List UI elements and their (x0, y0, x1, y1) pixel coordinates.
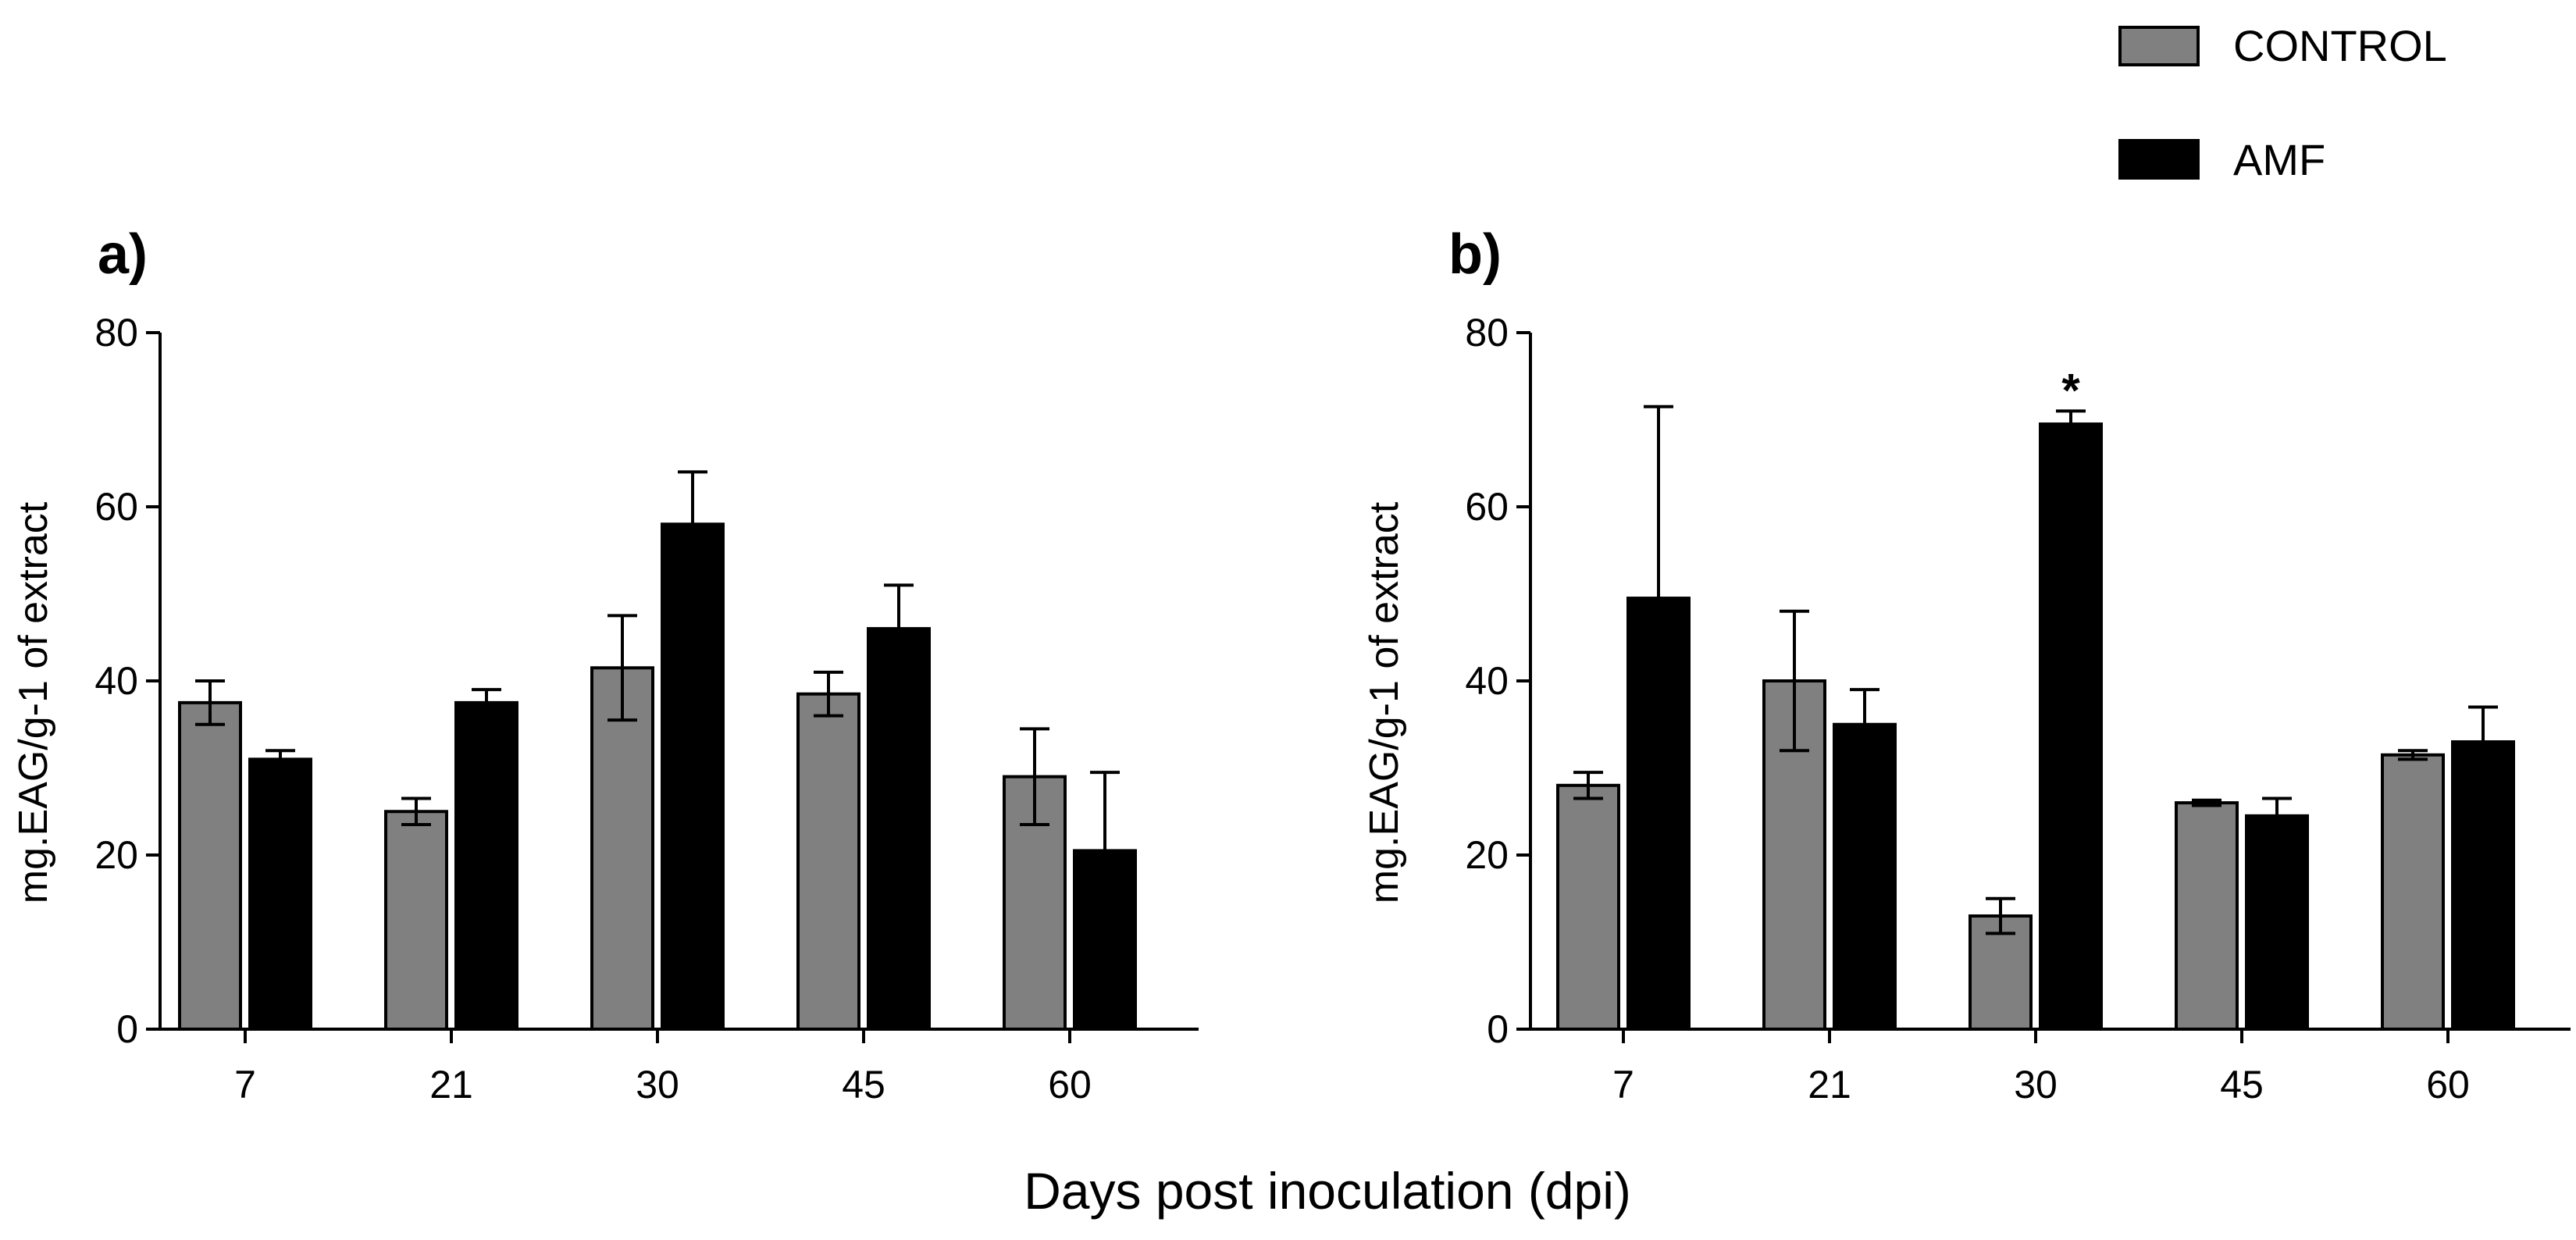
y-tick-label: 20 (1465, 833, 1509, 877)
y-tick-label: 80 (94, 311, 138, 355)
bar-amf-7 (1626, 597, 1691, 1031)
y-tick-label: 40 (1465, 659, 1509, 703)
y-tick-label: 0 (1487, 1007, 1509, 1051)
error-bar-amf-60 (1090, 771, 1120, 851)
error-bar-control-30 (1986, 896, 2015, 935)
bar-control-7 (1556, 783, 1620, 1031)
bar-amf-30 (2039, 422, 2103, 1031)
error-bar-amf-45 (2262, 796, 2292, 816)
error-bar-control-7 (195, 679, 225, 726)
legend-label-control: CONTROL (2233, 21, 2447, 70)
y-tick-label: 60 (1465, 485, 1509, 529)
x-tick-label: 60 (1048, 1063, 1092, 1106)
error-bar-amf-21 (472, 688, 501, 703)
bar-control-30 (1969, 914, 2033, 1032)
x-axis-title: Days post inoculation (dpi) (1024, 1162, 1631, 1220)
bar-amf-21 (454, 700, 518, 1031)
x-tick-label: 30 (636, 1063, 679, 1106)
y-axis-label: mg.EAG/g-1 of extract (11, 501, 56, 903)
bar-amf-30 (661, 522, 725, 1031)
x-tick-label: 21 (429, 1063, 473, 1106)
bar-control-45 (796, 692, 860, 1031)
panel-label: a) (98, 223, 148, 286)
error-bar-amf-60 (2468, 705, 2498, 743)
bar-control-60 (2381, 753, 2445, 1032)
error-bar-control-60 (1020, 727, 1049, 826)
panel-a: a) mg.EAG/g-1 of extract 0 20 40 60 80 7 21 30… (11, 223, 1199, 1106)
bar-amf-45 (2245, 814, 2309, 1031)
legend-swatch-control (2118, 26, 2200, 66)
bar-amf-21 (1833, 722, 1897, 1031)
y-tick-label: 80 (1465, 311, 1509, 355)
y-axis-label: mg.EAG/g-1 of extract (1362, 501, 1407, 903)
error-bar-control-45 (2192, 798, 2221, 807)
bar-amf-60 (2451, 740, 2515, 1031)
bar-amf-45 (867, 627, 931, 1031)
bar-amf-60 (1073, 849, 1137, 1032)
bar-control-45 (2175, 801, 2239, 1031)
x-tick-label: 7 (1612, 1063, 1634, 1106)
legend-label-amf: AMF (2233, 135, 2325, 184)
error-bar-control-45 (814, 670, 843, 718)
x-tick-label: 45 (842, 1063, 885, 1106)
legend: CONTROL AMF (2118, 21, 2447, 184)
x-tick-label: 7 (234, 1063, 256, 1106)
error-bar-amf-7 (1644, 404, 1673, 599)
error-bar-control-60 (2398, 749, 2428, 761)
x-tick-label: 30 (2014, 1063, 2058, 1106)
bar-amf-7 (248, 757, 312, 1031)
bar-control-7 (178, 700, 242, 1031)
error-bar-control-21 (401, 796, 431, 826)
x-tick-label: 21 (1808, 1063, 1851, 1106)
error-bar-amf-45 (884, 583, 914, 629)
error-bar-amf-30 (678, 470, 707, 525)
x-tick-label: 60 (2426, 1063, 2470, 1106)
panel-label: b) (1448, 223, 1502, 286)
error-bar-amf-21 (1850, 688, 1879, 725)
error-bar-control-7 (1573, 771, 1603, 800)
error-bar-control-21 (1780, 609, 1809, 753)
significance-marker: * (2061, 364, 2080, 416)
y-tick-label: 20 (94, 833, 138, 877)
legend-swatch-amf (2118, 139, 2200, 180)
x-tick-label: 45 (2220, 1063, 2264, 1106)
y-tick-label: 60 (94, 485, 138, 529)
y-tick-label: 0 (116, 1007, 138, 1051)
bar-control-21 (384, 810, 448, 1031)
y-tick-label: 40 (94, 659, 138, 703)
error-bar-control-30 (607, 614, 637, 722)
error-bar-amf-7 (265, 749, 295, 760)
panel-b: b) mg.EAG/g-1 of extract 0 20 40 60 80 7 21 30… (1362, 223, 2571, 1106)
bar-control-30 (590, 666, 654, 1032)
error-bar-amf-30 (2056, 409, 2086, 425)
